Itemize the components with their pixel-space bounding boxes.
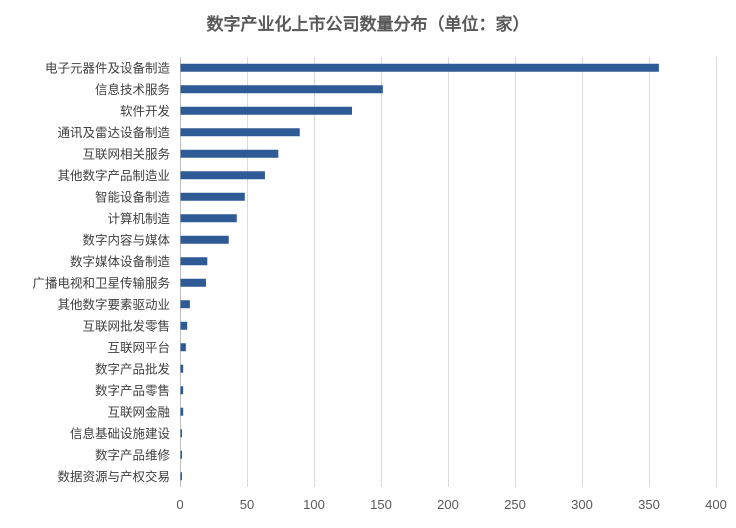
x-tick-labels: 0 50 100 150 200 250 300 350 400	[176, 497, 726, 512]
x-tick-label: 250	[504, 497, 526, 512]
category-label: 数字产品维修	[95, 447, 171, 462]
chart-title: 数字产业化上市公司数量分布（单位：家）	[207, 14, 530, 35]
bar	[180, 472, 182, 481]
category-label: 数字内容与媒体	[82, 232, 170, 247]
category-label: 智能设备制造	[95, 189, 171, 204]
category-label: 数据资源与产权交易	[57, 469, 170, 484]
bar	[180, 85, 383, 94]
category-label: 数字产品批发	[95, 361, 171, 376]
x-tick-label: 150	[370, 497, 392, 512]
bar	[180, 63, 659, 72]
bar	[180, 171, 265, 180]
bar	[180, 149, 279, 158]
bar	[180, 407, 184, 416]
category-label: 通讯及雷达设备制造	[57, 125, 170, 140]
category-label: 电子元器件及设备制造	[45, 60, 171, 75]
x-tick-label: 300	[571, 497, 593, 512]
bar	[180, 235, 229, 244]
category-label: 广播电视和卫星传输服务	[32, 275, 170, 290]
category-label: 数字产品零售	[95, 383, 170, 398]
gridlines	[180, 57, 717, 487]
bar	[180, 192, 245, 201]
bar	[180, 300, 190, 309]
category-label: 计算机制造	[107, 211, 170, 226]
x-tick-label: 100	[303, 497, 325, 512]
bar	[180, 106, 353, 115]
category-label: 其他数字产品制造业	[57, 168, 170, 183]
bar	[180, 214, 237, 223]
x-tick-label: 350	[638, 497, 660, 512]
bar	[180, 429, 182, 438]
category-label: 软件开发	[120, 103, 171, 118]
category-label: 信息技术服务	[95, 82, 170, 97]
bar	[180, 128, 300, 137]
bar	[180, 321, 188, 330]
category-label: 互联网相关服务	[82, 146, 170, 161]
bar	[180, 364, 184, 373]
bar	[180, 386, 184, 395]
category-label: 数字媒体设备制造	[70, 254, 171, 269]
category-labels: 电子元器件及设备制造信息技术服务软件开发通讯及雷达设备制造互联网相关服务其他数字…	[32, 60, 170, 484]
bar	[180, 278, 206, 287]
x-tick-label: 200	[437, 497, 459, 512]
bar	[180, 257, 208, 266]
x-tick-label: 0	[176, 497, 183, 512]
x-tick-label: 50	[240, 497, 254, 512]
bar	[180, 450, 182, 459]
category-label: 互联网批发零售	[82, 318, 170, 333]
x-tick-label: 400	[705, 497, 727, 512]
category-label: 互联网平台	[107, 340, 170, 355]
bars	[180, 63, 659, 481]
category-label: 信息基础设施建设	[70, 426, 171, 441]
category-label: 其他数字要素驱动业	[57, 297, 170, 312]
category-label: 互联网金融	[107, 404, 170, 419]
bar	[180, 343, 186, 352]
